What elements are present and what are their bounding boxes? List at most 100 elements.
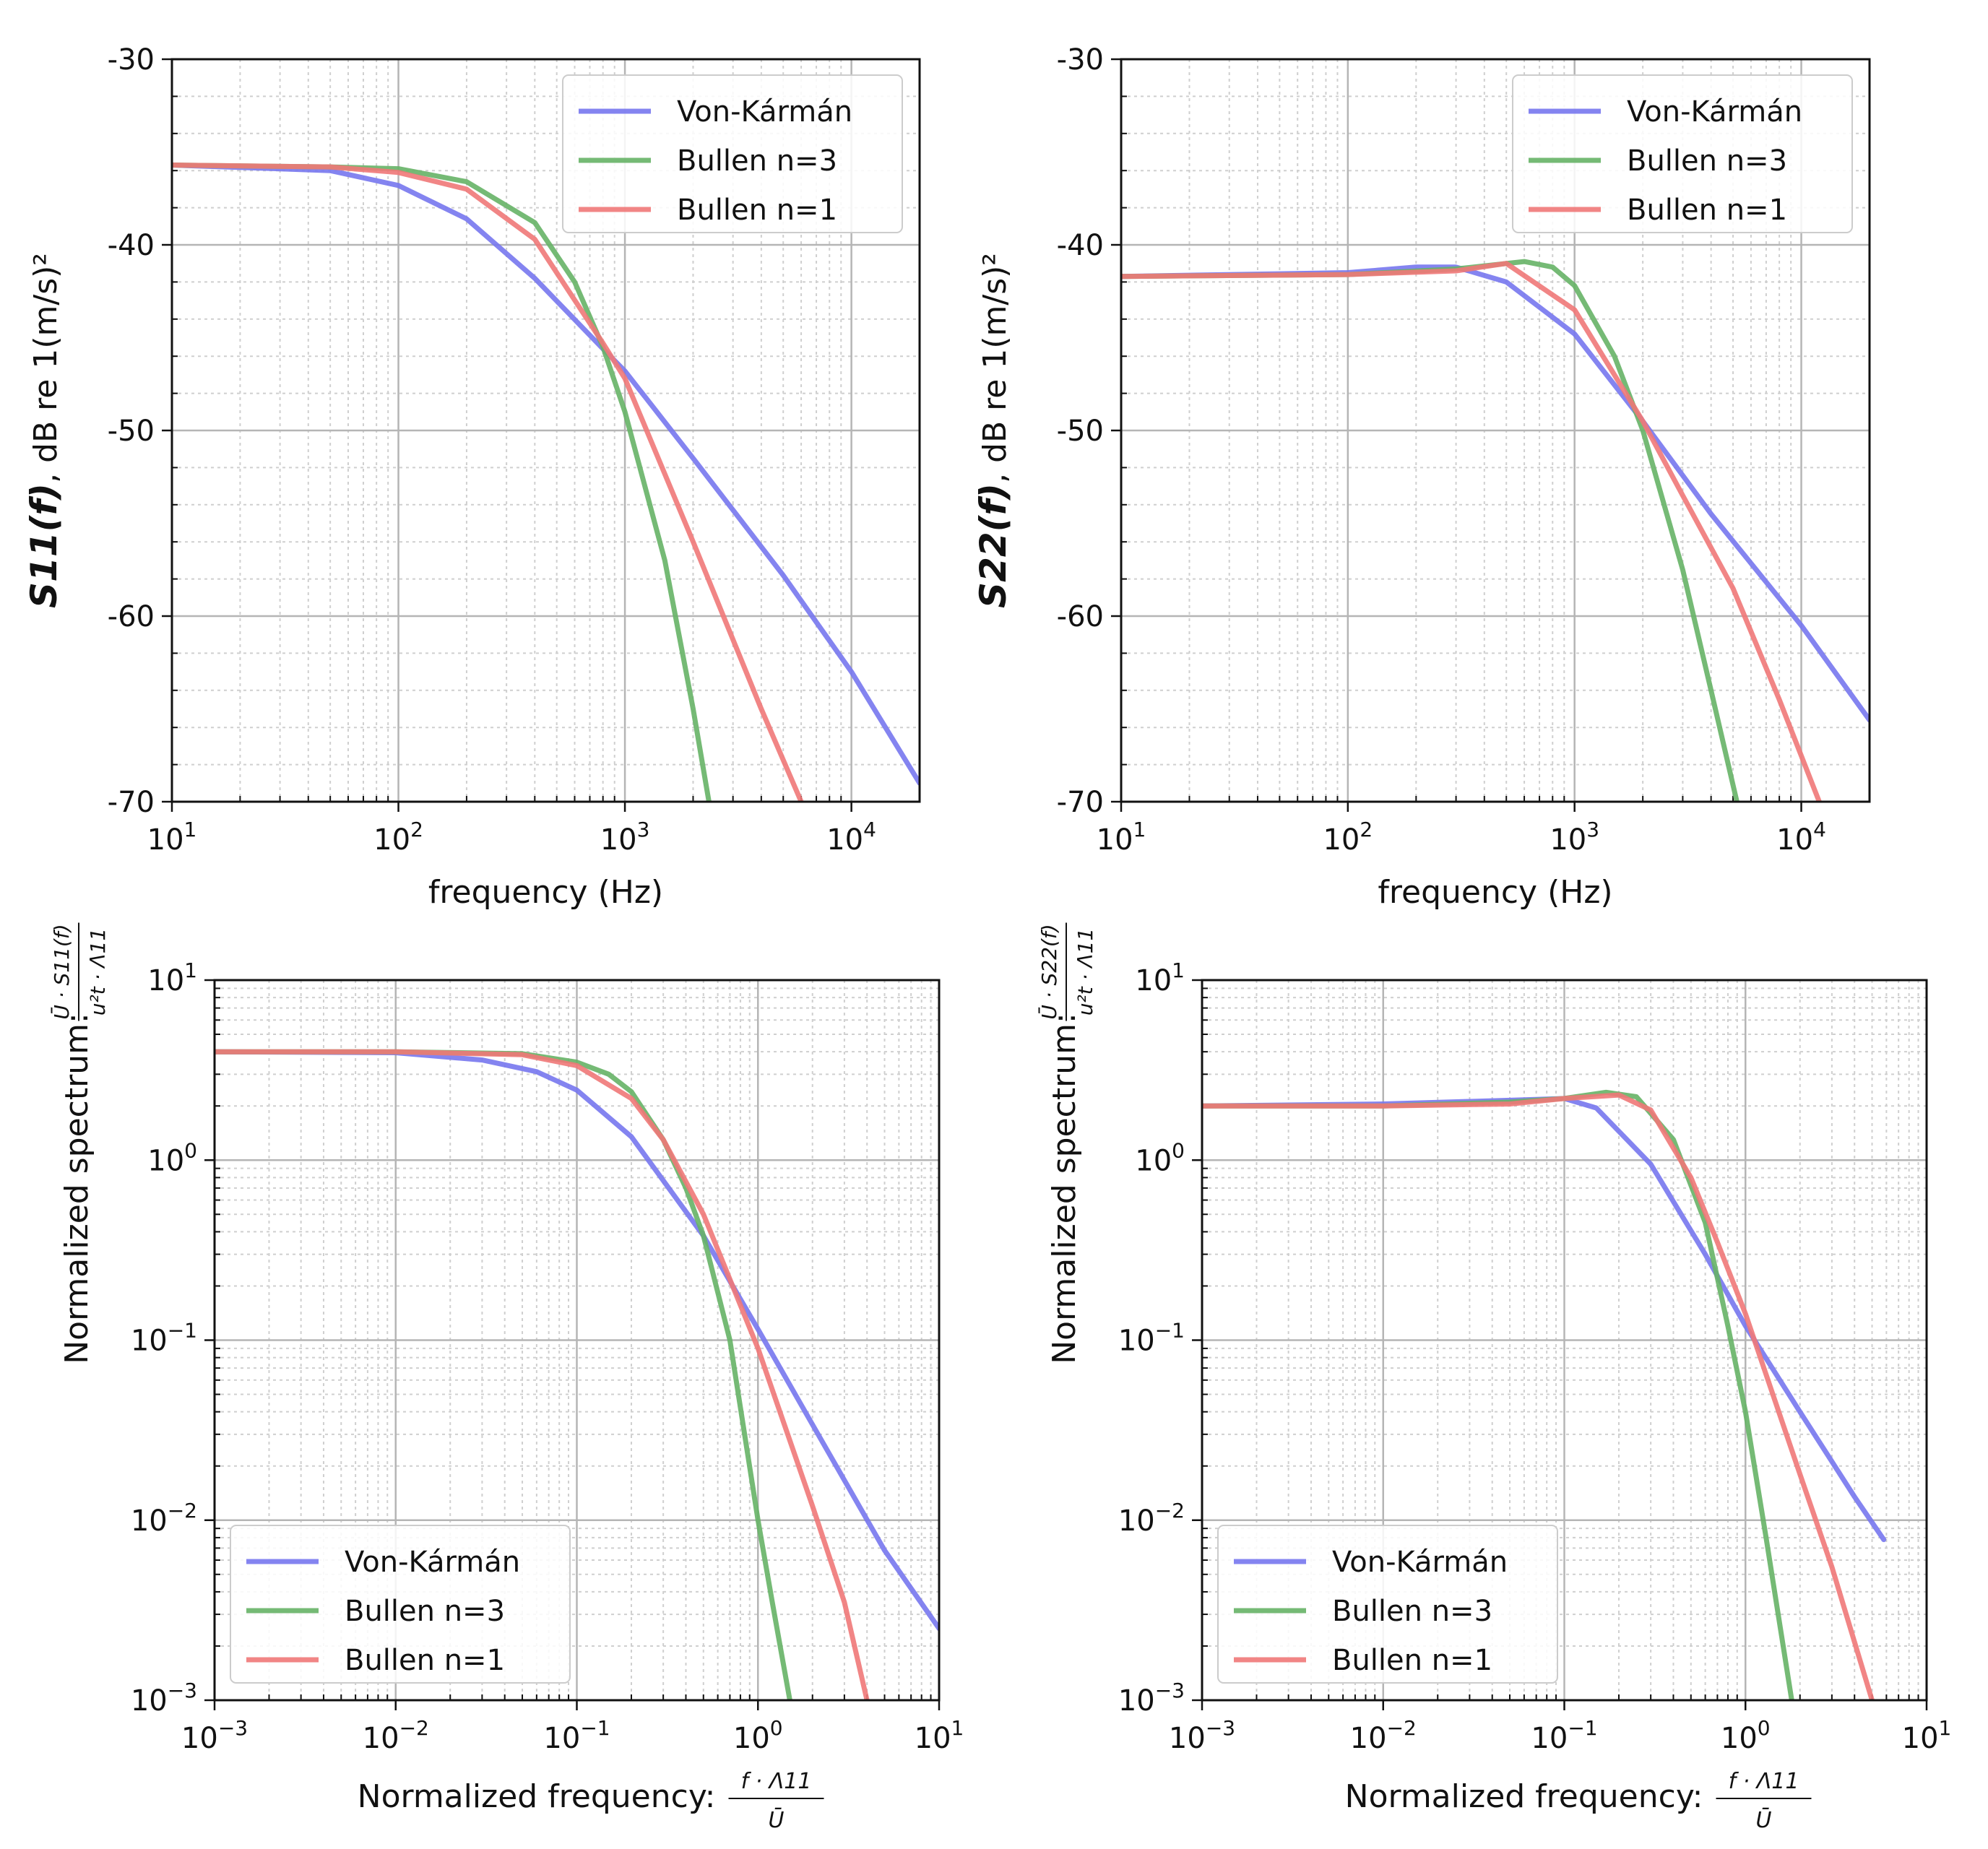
x-tick-label-exp: 2: [410, 818, 423, 841]
y-tick-label-base: 10: [131, 1684, 168, 1718]
x-tick-label: 103: [1550, 818, 1599, 857]
y-axis-label: Normalized spectrum:: [59, 1013, 95, 1364]
y-axis-label-denominator: u²t · Λ11: [86, 928, 110, 1016]
legend-box: [1217, 1525, 1558, 1684]
x-tick-label-exp: 4: [863, 818, 876, 841]
x-tick-label: 101: [147, 818, 197, 857]
y-tick-label: -50: [1057, 415, 1104, 448]
x-tick-label-base: 10: [826, 823, 863, 857]
x-tick-label-base: 10: [147, 823, 184, 857]
y-tick-label-exp: 1: [1172, 958, 1185, 982]
x-tick-label-exp: 3: [1586, 818, 1599, 841]
series-line-von-k-rm-n: [1202, 1096, 1887, 1543]
x-tick-label-exp: 2: [1360, 818, 1373, 841]
legend-label: Bullen n=1: [1627, 194, 1787, 227]
y-tick-label-exp: −3: [1155, 1679, 1185, 1702]
chart-panel-top-left: 101 102 103 104-30-40-50-60-70Von-KármánBul…: [23, 43, 921, 911]
x-tick-label: 10−2: [1350, 1716, 1417, 1755]
x-axis-label-numerator: f · Λ11: [1729, 1769, 1799, 1794]
x-tick-label: 104: [1776, 818, 1826, 857]
x-tick-label: 10−1: [1531, 1716, 1597, 1755]
y-tick-label-base: 10: [1118, 1504, 1155, 1538]
y-tick-label: -40: [108, 229, 155, 262]
legend-label: Von-Kármán: [1332, 1546, 1508, 1579]
chart-panel-top-right: 101 102 103 104-30-40-50-60-70Von-KármánBul…: [972, 43, 1871, 911]
x-tick-label: 100: [1721, 1716, 1771, 1755]
y-tick-label: -50: [108, 415, 155, 448]
chart-panel-bottom-right: 10−3 10−2 10−1 100 10110−310−210−1100101Von-…: [1037, 922, 1952, 1833]
legend: Von-Kármán Bullen n=3 Bullen n=1: [1512, 74, 1853, 233]
axes-frame: [170, 58, 921, 803]
y-axis-label-unit: , dB re 1(m/s)²: [27, 253, 64, 483]
y-tick-label: 100: [1135, 1138, 1185, 1177]
y-tick-label-exp: −3: [168, 1679, 197, 1702]
x-tick-label-base: 10: [1531, 1722, 1568, 1755]
y-tick-label: 101: [147, 958, 197, 997]
x-tick-label-exp: 4: [1813, 818, 1826, 841]
legend-label: Bullen n=1: [1332, 1644, 1492, 1677]
y-tick-label: -40: [1057, 229, 1104, 262]
series-line-bullen-n-1: [172, 163, 804, 802]
legend-label: Bullen n=3: [1627, 144, 1787, 178]
x-axis-label: Normalized frequency:: [1345, 1778, 1703, 1815]
y-axis-label-denominator: u²t · Λ11: [1073, 928, 1097, 1016]
y-tick-label-base: 10: [131, 1504, 168, 1538]
y-tick-label-base: 10: [147, 964, 184, 997]
series-line-bullen-n-1: [1202, 1092, 1875, 1700]
y-axis-label-symbol: S11(f): [23, 483, 65, 608]
y-tick-label-exp: 0: [184, 1138, 197, 1162]
y-tick-label: 10−2: [131, 1499, 197, 1538]
y-axis-label-numerator: Ū · S22(f): [1037, 924, 1061, 1019]
legend-label: Bullen n=1: [677, 194, 837, 227]
y-axis-label-symbol: S22(f): [972, 483, 1014, 608]
x-tick-label: 104: [826, 818, 876, 857]
series-line-bullen-n-1: [1121, 261, 1822, 802]
series-group: [1121, 259, 1870, 802]
y-axis-label: S11(f), dB re 1(m/s)²: [23, 253, 65, 608]
y-tick-label: -30: [108, 43, 155, 77]
x-tick-label-base: 10: [1721, 1722, 1758, 1755]
y-tick-label: 10−3: [131, 1679, 197, 1718]
y-tick-label: 100: [147, 1138, 197, 1177]
x-tick-label-exp: −1: [1568, 1716, 1597, 1740]
y-tick-label-exp: −1: [168, 1319, 197, 1343]
x-tick-label-exp: 0: [770, 1716, 783, 1740]
legend-box: [1512, 74, 1853, 233]
x-tick-label: 10−3: [181, 1716, 248, 1755]
y-tick-label-base: 10: [1135, 964, 1172, 997]
y-tick-label: 101: [1135, 958, 1185, 997]
x-tick-label-exp: −1: [580, 1716, 610, 1740]
legend-label: Bullen n=3: [677, 144, 837, 178]
x-tick-label-base: 10: [1169, 1722, 1206, 1755]
x-tick-label-exp: 0: [1758, 1716, 1771, 1740]
x-axis-label: frequency (Hz): [428, 874, 663, 911]
x-tick-label-base: 10: [363, 1722, 399, 1755]
legend-label: Von-Kármán: [345, 1546, 520, 1579]
y-tick-label: 10−2: [1118, 1499, 1185, 1538]
y-axis-label-numerator: Ū · S11(f): [49, 924, 74, 1019]
x-tick-label-base: 10: [1902, 1722, 1939, 1755]
y-tick-label-exp: −2: [1155, 1499, 1185, 1523]
series-group: [215, 1049, 939, 1700]
legend-label: Bullen n=3: [345, 1595, 505, 1628]
x-tick-label: 101: [1902, 1716, 1952, 1755]
x-tick-label-exp: 3: [637, 818, 650, 841]
x-tick-label: 103: [600, 818, 650, 857]
x-tick-label-base: 10: [1097, 823, 1133, 857]
x-tick-label: 10−1: [543, 1716, 610, 1755]
x-tick-label-exp: 1: [1133, 818, 1146, 841]
x-tick-label-exp: −2: [399, 1716, 429, 1740]
y-tick-label-base: 10: [147, 1144, 184, 1177]
chart-panel-bottom-left: 10−3 10−2 10−1 100 10110−310−210−1100101Von-…: [49, 922, 964, 1833]
legend: Von-Kármán Bullen n=3 Bullen n=1: [1217, 1525, 1558, 1684]
x-tick-label-base: 10: [543, 1722, 580, 1755]
x-tick-label-base: 10: [373, 823, 410, 857]
x-axis-label-numerator: f · Λ11: [741, 1769, 812, 1794]
series-line-bullen-n-3: [172, 163, 712, 802]
y-axis-label: Normalized spectrum:: [1046, 1013, 1083, 1364]
x-tick-label-base: 10: [1550, 823, 1586, 857]
x-tick-label-base: 10: [915, 1722, 951, 1755]
x-tick-label-base: 10: [733, 1722, 770, 1755]
x-tick-label-base: 10: [1350, 1722, 1387, 1755]
